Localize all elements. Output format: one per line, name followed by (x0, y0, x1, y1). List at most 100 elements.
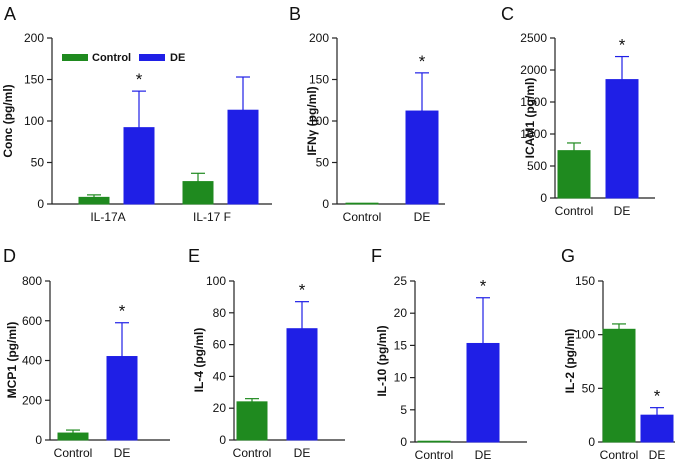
panel-e: E 0 20 40 60 80 100 IL-4 (pg/ml) Control DE * (188, 246, 345, 460)
y-tick-label: 2000 (520, 63, 547, 77)
significance-star: * (619, 36, 626, 55)
significance-star: * (136, 70, 143, 89)
panel-g: G 0 50 100 150 IL-2 (pg/ml) Control DE * (561, 246, 675, 461)
y-tick-label: 800 (22, 274, 42, 288)
significance-star: * (119, 302, 126, 321)
x-tick-label: Control (54, 446, 93, 460)
significance-star: * (654, 387, 661, 406)
y-tick-label: 150 (24, 73, 44, 87)
y-axis-title: ICAM1 (pg/ml) (523, 78, 537, 159)
y-tick-label: 25 (394, 274, 408, 288)
panel-letter: G (561, 246, 575, 266)
bar (640, 414, 674, 443)
bar (78, 196, 110, 205)
x-tick-label: DE (614, 204, 631, 218)
panel-letter: A (4, 4, 16, 24)
y-tick-label: 100 (24, 114, 44, 128)
bar (57, 432, 89, 441)
x-tick-label: DE (294, 446, 311, 460)
legend-label-de: DE (170, 52, 185, 64)
bar (182, 181, 214, 205)
y-tick-label: 50 (316, 156, 330, 170)
panel-f: F 0 5 10 15 20 25 IL-10 (pg/ml) Control DE * (371, 246, 527, 461)
y-tick-label: 200 (24, 31, 44, 45)
x-tick-label: DE (414, 210, 431, 224)
bar (345, 202, 379, 205)
y-axis-title: IL-4 (pg/ml) (192, 328, 206, 393)
y-axis-title: Conc (pg/ml) (1, 84, 15, 157)
y-axis-title: IL-10 (pg/ml) (375, 325, 389, 396)
x-tick-label: DE (649, 448, 666, 461)
y-tick-label: 80 (213, 306, 227, 320)
y-tick-label: 2500 (520, 31, 547, 45)
y-tick-label: 200 (309, 31, 329, 45)
legend-swatch-de (139, 54, 165, 61)
legend-label-control: Control (92, 52, 131, 64)
x-tick-label: IL-17 F (193, 210, 231, 224)
y-tick-label: 150 (309, 73, 329, 87)
x-tick-label: Control (600, 448, 639, 461)
y-tick-label: 0 (588, 435, 595, 449)
y-tick-label: 5 (400, 403, 407, 417)
bar (602, 328, 636, 443)
y-tick-label: 0 (37, 197, 44, 211)
panel-letter: F (371, 246, 382, 266)
bar (417, 440, 451, 443)
panel-letter: D (3, 246, 16, 266)
y-tick-label: 1500 (520, 95, 547, 109)
x-tick-label: Control (233, 446, 272, 460)
panel-b: B 0 50 100 150 200 IFNγ (pg/ml) Control DE * (289, 4, 445, 224)
x-tick-label: DE (114, 446, 131, 460)
panel-c: C 0 500 1000 1500 2000 2500 ICAM1 (pg/ml) Contro… (501, 4, 655, 218)
legend-swatch-control (62, 54, 88, 61)
bar (227, 109, 259, 205)
y-tick-label: 15 (394, 338, 408, 352)
significance-star: * (299, 281, 306, 300)
bar (236, 401, 268, 441)
bar (106, 356, 138, 441)
y-tick-label: 20 (394, 306, 408, 320)
panel-d: D 0 200 400 600 800 MCP1 (pg/ml) Control DE * (3, 246, 170, 460)
y-tick-label: 400 (22, 354, 42, 368)
y-axis-title: IFNγ (pg/ml) (305, 86, 319, 155)
y-tick-label: 50 (31, 156, 45, 170)
x-tick-label: Control (555, 204, 594, 218)
panel-letter: B (289, 4, 301, 24)
y-tick-label: 200 (22, 393, 42, 407)
panel-letter: C (501, 4, 514, 24)
y-axis-title: IL-2 (pg/ml) (563, 329, 577, 394)
y-tick-label: 0 (322, 197, 329, 211)
bar (605, 79, 639, 199)
y-tick-label: 0 (219, 433, 226, 447)
y-tick-label: 50 (582, 381, 596, 395)
y-tick-label: 100 (575, 328, 595, 342)
bar (286, 328, 318, 441)
y-tick-label: 150 (575, 274, 595, 288)
panel-letter: E (188, 246, 200, 266)
y-tick-label: 0 (35, 433, 42, 447)
y-tick-label: 600 (22, 314, 42, 328)
bar (123, 127, 155, 205)
bar (405, 110, 439, 205)
y-tick-label: 40 (213, 369, 227, 383)
y-tick-label: 1000 (520, 127, 547, 141)
y-tick-label: 0 (540, 191, 547, 205)
x-tick-label: DE (475, 448, 492, 461)
bar (466, 342, 500, 443)
y-tick-label: 20 (213, 401, 227, 415)
y-tick-label: 60 (213, 338, 227, 352)
x-tick-label: Control (343, 210, 382, 224)
x-tick-label: IL-17A (90, 210, 125, 224)
y-axis-title: MCP1 (pg/ml) (5, 322, 19, 399)
y-tick-label: 0 (400, 435, 407, 449)
significance-star: * (480, 277, 487, 296)
x-tick-label: Control (415, 448, 454, 461)
significance-star: * (419, 52, 426, 71)
y-tick-label: 100 (206, 274, 226, 288)
y-tick-label: 100 (309, 114, 329, 128)
y-tick-label: 500 (527, 159, 547, 173)
legend: Control DE (62, 52, 185, 64)
panel-a: A 0 50 100 150 200 Conc (pg/ml) IL-17A IL-17 F * C… (1, 4, 272, 224)
y-tick-label: 10 (394, 371, 408, 385)
